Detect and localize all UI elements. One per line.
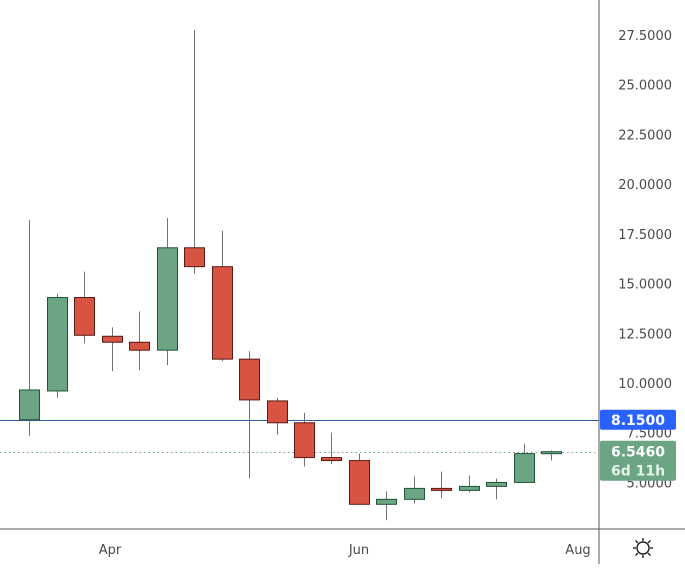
- candle-body-up: [514, 453, 535, 483]
- candle[interactable]: [349, 453, 370, 505]
- candle[interactable]: [157, 217, 178, 366]
- candle-body-down: [321, 457, 342, 462]
- time-axis[interactable]: Apr Jun Aug: [99, 543, 591, 558]
- candle-body-up: [459, 485, 480, 491]
- bar-countdown-label: 6d 11h: [611, 464, 665, 480]
- candle-body-down: [129, 341, 150, 351]
- price-tick-label: 17.5000: [618, 228, 672, 243]
- candle[interactable]: [19, 219, 40, 437]
- candle[interactable]: [459, 475, 480, 493]
- candle[interactable]: [294, 412, 315, 467]
- candle-body-up: [19, 389, 40, 421]
- candle[interactable]: [74, 271, 95, 344]
- hline-price-label: 8.1500: [611, 413, 665, 429]
- time-tick-label: Jun: [348, 543, 369, 558]
- candle[interactable]: [47, 293, 68, 398]
- price-axis[interactable]: 27.5000 25.0000 22.5000 20.0000 17.5000 15.00…: [618, 29, 672, 491]
- candle[interactable]: [404, 476, 425, 504]
- candle[interactable]: [129, 311, 150, 371]
- price-tick-label: 7.5000: [627, 427, 673, 442]
- candle-body-down: [431, 487, 452, 491]
- settings-button[interactable]: [633, 538, 653, 558]
- last-price-label: 6.5460: [611, 445, 665, 461]
- candle-body-down: [74, 296, 95, 336]
- candle[interactable]: [212, 230, 233, 362]
- price-badges: 8.1500 6.5460 6d 11h: [600, 409, 676, 481]
- price-tick-label: 12.5000: [618, 327, 672, 342]
- candle[interactable]: [184, 30, 205, 274]
- candle[interactable]: [321, 432, 342, 464]
- hline-price-badge: [600, 409, 676, 430]
- candle-body-down: [239, 358, 260, 401]
- price-tick-label: 20.0000: [618, 178, 672, 193]
- candle[interactable]: [239, 351, 260, 479]
- candle[interactable]: [431, 471, 452, 499]
- candle-body-up: [47, 296, 68, 392]
- candle-body-down: [184, 247, 205, 268]
- price-tick-label: 22.5000: [618, 128, 672, 143]
- candle-body-up: [376, 498, 397, 505]
- candle[interactable]: [486, 478, 507, 500]
- candle[interactable]: [514, 443, 535, 483]
- candle-body-up: [486, 481, 507, 487]
- price-tick-label: 10.0000: [618, 377, 672, 392]
- candle[interactable]: [267, 397, 288, 435]
- candle-body-down: [212, 266, 233, 360]
- candle-body-up: [157, 247, 178, 351]
- price-tick-label: 27.5000: [618, 29, 672, 44]
- price-tick-label: 15.0000: [618, 278, 672, 293]
- candle-body-down: [102, 335, 123, 343]
- time-tick-label: Aug: [565, 543, 590, 558]
- candle[interactable]: [541, 450, 562, 461]
- time-tick-label: Apr: [99, 543, 122, 558]
- candle-body-up: [404, 487, 425, 500]
- candle[interactable]: [102, 327, 123, 372]
- candle-body-down: [267, 400, 288, 424]
- candle[interactable]: [376, 491, 397, 521]
- candle-body-up: [541, 451, 562, 455]
- price-tick-label: 25.0000: [618, 79, 672, 94]
- gear-icon: [633, 538, 653, 558]
- candle-body-down: [349, 460, 370, 505]
- candles-layer[interactable]: [19, 30, 562, 521]
- last-price-badge: [600, 440, 676, 481]
- candle-body-down: [294, 422, 315, 459]
